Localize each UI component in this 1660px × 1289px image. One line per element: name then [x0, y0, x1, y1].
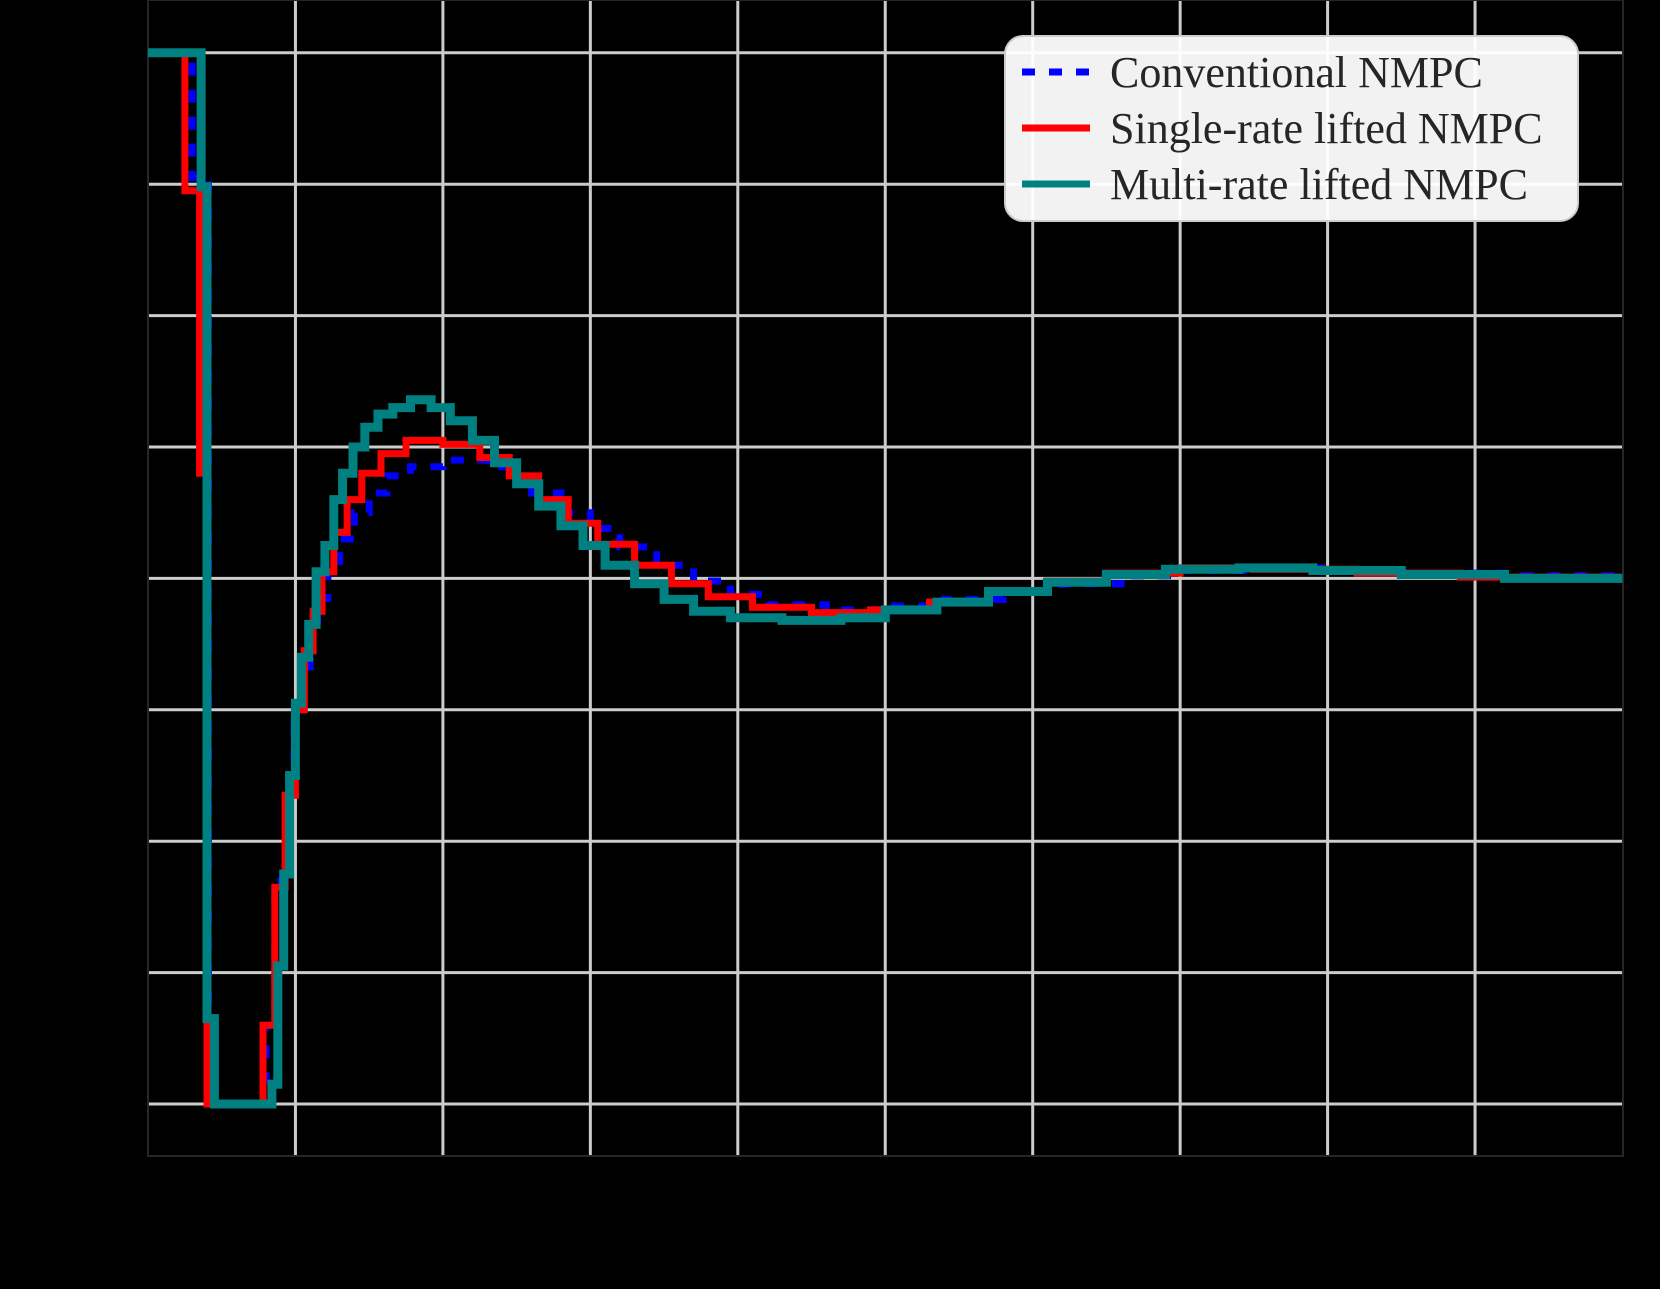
series-multi-rate-lifted-nmpc: [148, 48, 1623, 1109]
legend-label-single-rate: Single-rate lifted NMPC: [1110, 104, 1543, 153]
legend-label-multi-rate: Multi-rate lifted NMPC: [1110, 160, 1528, 209]
axes-frame: [147, 0, 1624, 1157]
legend: Conventional NMPC Single-rate lifted NMP…: [1004, 35, 1579, 222]
legend-box: [1004, 35, 1579, 222]
plot-series: [148, 48, 1623, 1109]
legend-label-conventional: Conventional NMPC: [1110, 48, 1483, 97]
axes-border: [147, 0, 1624, 1157]
